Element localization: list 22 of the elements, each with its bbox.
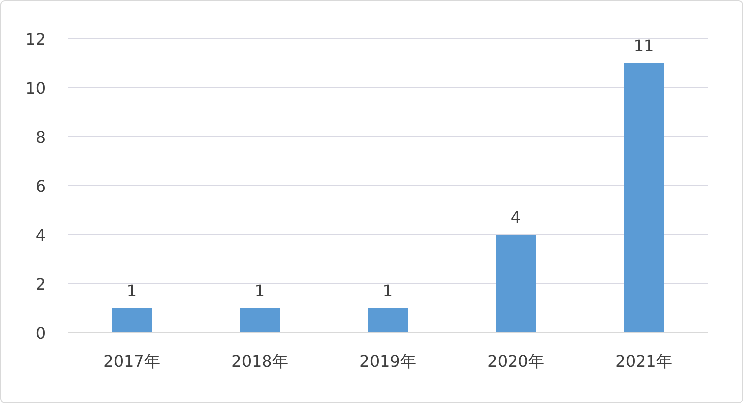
data-label: 11 [634, 36, 654, 56]
x-tick-label: 2020年 [488, 352, 544, 371]
data-label: 1 [254, 282, 266, 300]
bar [368, 308, 408, 333]
data-label: 4 [510, 208, 522, 227]
y-tick-label: 4 [36, 226, 46, 245]
data-label: 1 [382, 282, 394, 300]
y-tick-label: 8 [36, 128, 46, 147]
bar [240, 308, 280, 333]
y-tick-label: 0 [36, 324, 46, 343]
bar [624, 64, 664, 333]
y-tick-label: 2 [36, 275, 46, 294]
y-tick-label: 6 [36, 177, 46, 196]
y-tick-label: 12 [26, 30, 46, 49]
data-label: 1 [126, 282, 138, 300]
bar [496, 235, 536, 333]
x-tick-label: 2018年 [232, 352, 288, 371]
x-tick-label: 2019年 [360, 352, 416, 371]
x-tick-label: 2021年 [616, 352, 672, 371]
y-tick-label: 10 [26, 79, 46, 98]
bar [112, 308, 152, 333]
x-tick-label: 2017年 [104, 352, 160, 371]
